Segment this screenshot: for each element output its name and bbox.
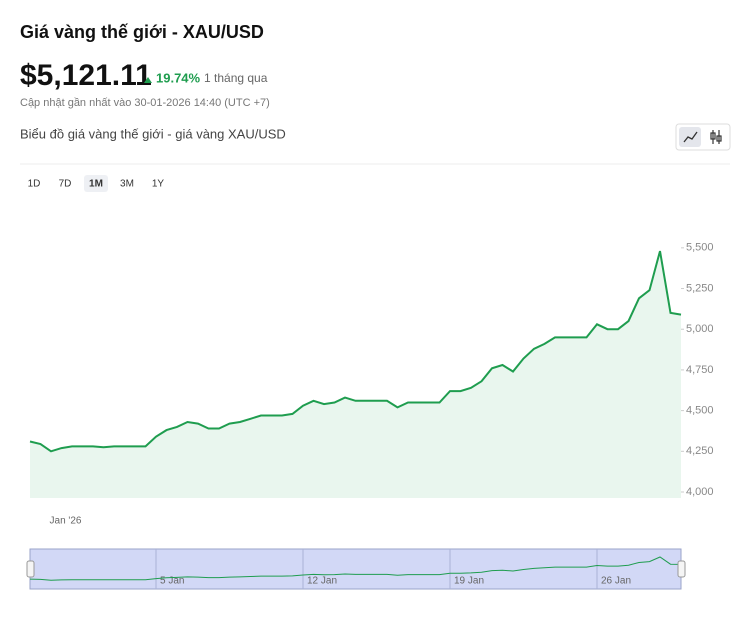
navigator-label: 19 Jan — [454, 576, 484, 587]
y-tick-label: 4,500 — [686, 405, 714, 417]
y-tick-label: 4,250 — [686, 445, 714, 457]
title: Giá vàng thế giới - XAU/USD — [20, 22, 264, 42]
change: 19.74% — [156, 70, 201, 85]
area — [30, 251, 681, 498]
range-button[interactable]: 3M — [120, 179, 134, 190]
range-button[interactable]: 1M — [89, 179, 103, 190]
y-tick-label: 4,750 — [686, 364, 714, 376]
range-button[interactable]: 7D — [59, 179, 72, 190]
range-button[interactable]: 1D — [28, 179, 41, 190]
y-tick-label: 4,000 — [686, 486, 714, 498]
range-selected — [84, 175, 108, 192]
candle-view-button[interactable] — [710, 130, 722, 144]
navigator-label: 5 Jan — [160, 576, 184, 587]
y-tick-label: 5,250 — [686, 282, 714, 294]
line-icon — [683, 131, 698, 143]
navigator-line — [29, 556, 682, 581]
range-button[interactable]: 1Y — [152, 179, 165, 190]
price: $5,121.11 — [20, 59, 152, 92]
updated: Cập nhật gần nhất vào 30-01-2026 14:40 (… — [20, 97, 270, 109]
line-view-button[interactable] — [679, 127, 701, 147]
navigator-handle[interactable] — [26, 560, 35, 578]
up-arrow — [144, 77, 152, 83]
period: 1 tháng qua — [204, 71, 268, 85]
navigator — [29, 548, 682, 590]
x-tick-label: Jan '26 — [50, 516, 82, 527]
navigator-handle[interactable] — [677, 560, 686, 578]
price-line — [29, 250, 682, 453]
navigator-label: 12 Jan — [307, 576, 337, 587]
navigator-label: 26 Jan — [601, 576, 631, 587]
y-tick-label: 5,000 — [686, 323, 714, 335]
y-tick-label: 5,500 — [686, 242, 714, 254]
chart-title: Biểu đồ giá vàng thế giới - giá vàng XAU… — [20, 126, 286, 141]
